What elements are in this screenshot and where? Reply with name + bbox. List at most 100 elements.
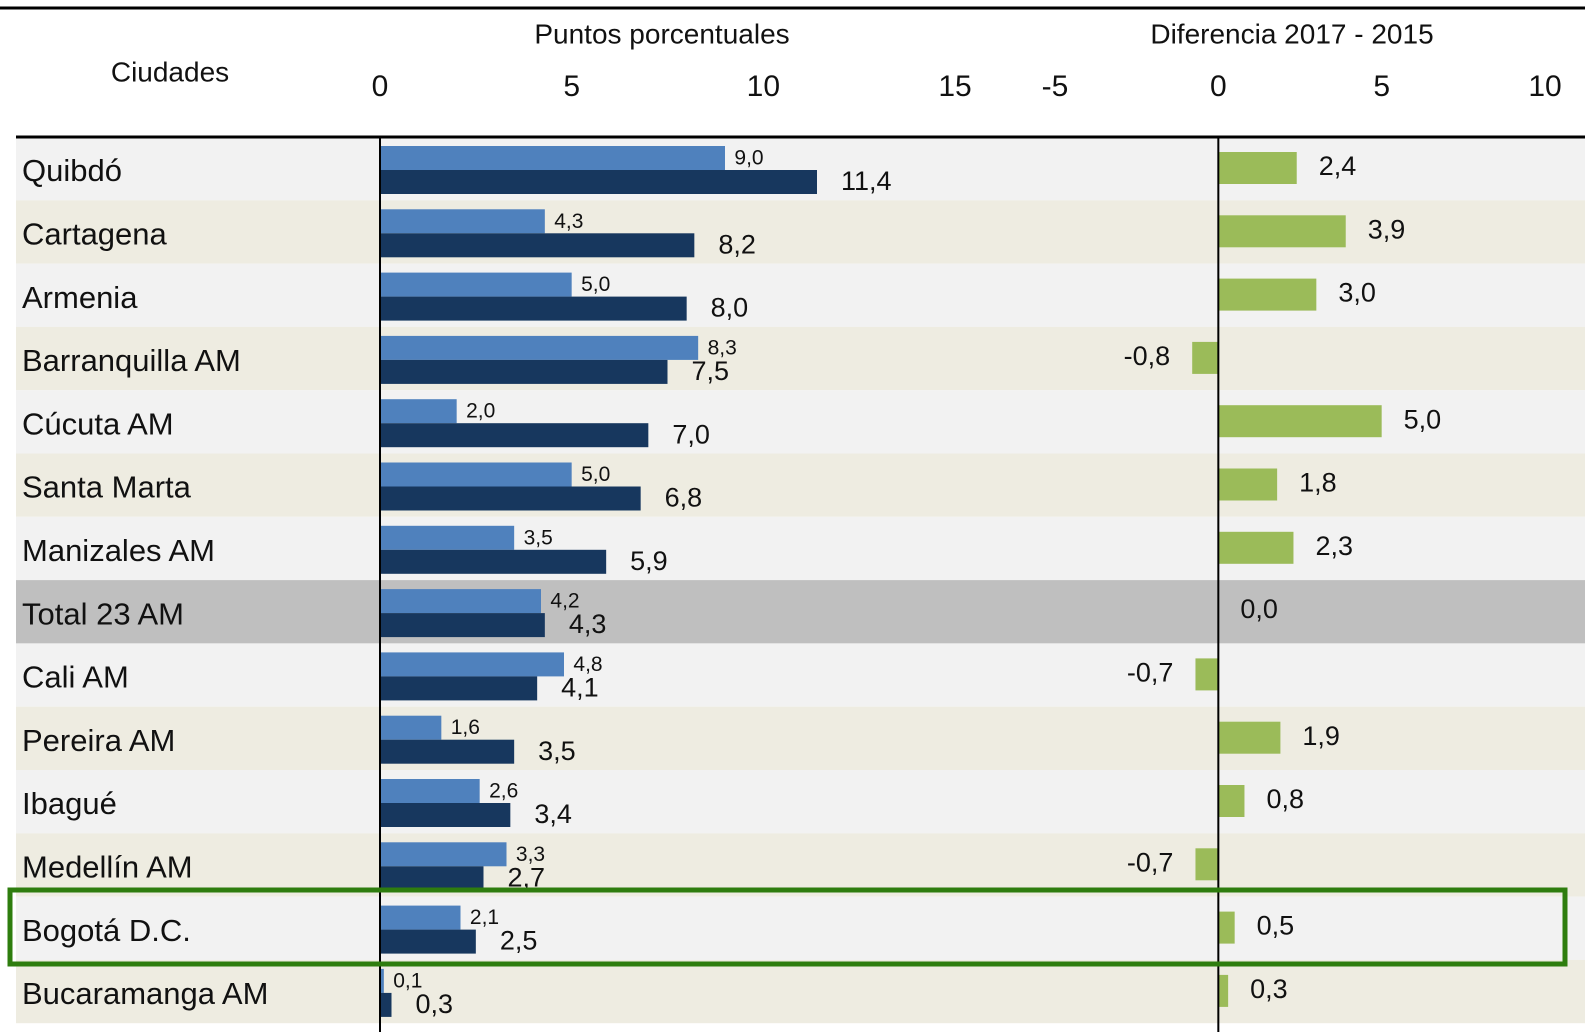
category-label: Ibagué <box>22 786 117 821</box>
data-label: 4,2 <box>550 590 579 613</box>
row-background <box>16 643 1585 707</box>
bar <box>1218 152 1297 184</box>
category-label: Cali AM <box>22 660 129 695</box>
category-label: Bucaramanga AM <box>22 976 268 1011</box>
bar <box>380 233 695 258</box>
data-label: 11,4 <box>841 166 892 196</box>
highlight-box <box>7 887 1568 967</box>
data-label: 1,8 <box>1299 468 1337 498</box>
row-background <box>16 200 1585 264</box>
category-label: Total 23 AM <box>22 596 184 631</box>
bar <box>380 462 572 487</box>
row-background <box>16 453 1585 517</box>
bar <box>380 842 507 867</box>
bar <box>1218 215 1346 248</box>
data-label: 2,6 <box>489 780 518 803</box>
bar <box>380 968 384 993</box>
bar <box>380 486 641 511</box>
x-tick-label: -5 <box>1042 70 1069 103</box>
bar <box>380 335 699 360</box>
data-label: 2,4 <box>1319 151 1357 181</box>
bar <box>380 905 461 930</box>
data-label: 3,4 <box>534 799 572 829</box>
data-label: 3,5 <box>538 736 576 766</box>
data-label: 2,1 <box>470 906 499 929</box>
data-label: 3,9 <box>1368 214 1406 244</box>
row-background <box>16 959 1585 1024</box>
bar <box>380 399 457 424</box>
data-label: 0,3 <box>416 989 454 1019</box>
data-label: 5,0 <box>1404 404 1442 434</box>
bar <box>380 715 442 740</box>
bar <box>1218 911 1235 944</box>
data-label: 4,3 <box>554 210 583 233</box>
row-background <box>16 516 1585 581</box>
data-label: 8,3 <box>708 336 737 359</box>
x-tick-label: 5 <box>1373 70 1390 103</box>
x-tick-label: 15 <box>938 70 971 103</box>
category-label: Pereira AM <box>22 723 175 758</box>
bar <box>380 739 515 764</box>
bar <box>380 146 725 170</box>
data-label: 0,0 <box>1240 594 1278 624</box>
data-label: 4,3 <box>569 609 607 639</box>
x-tick-label: 0 <box>372 70 389 103</box>
category-label: Barranquilla AM <box>22 343 241 378</box>
data-label: 3,5 <box>524 526 553 549</box>
bar <box>380 423 649 448</box>
bar <box>1195 658 1219 691</box>
data-label: 2,5 <box>500 926 538 956</box>
x-tick-label: 5 <box>563 70 580 103</box>
x-axis-label: Puntos porcentuales <box>534 18 789 49</box>
bar <box>380 170 817 194</box>
row-background <box>16 580 1585 644</box>
data-label: 0,8 <box>1266 784 1304 814</box>
data-label: 1,9 <box>1302 721 1340 751</box>
bar <box>380 866 484 891</box>
bar <box>380 929 476 954</box>
bar <box>380 272 572 297</box>
bar <box>1218 468 1278 501</box>
data-label: 0,1 <box>393 969 422 992</box>
x-tick-label: 10 <box>1528 70 1561 103</box>
row-background <box>16 770 1585 834</box>
data-label: 6,8 <box>665 483 703 513</box>
bar <box>380 613 545 638</box>
data-label: 0,5 <box>1257 911 1295 941</box>
x-axis-label: Diferencia 2017 - 2015 <box>1150 18 1433 49</box>
data-label: 8,2 <box>718 229 756 259</box>
category-label: Cartagena <box>22 216 168 251</box>
category-label: Manizales AM <box>22 533 215 568</box>
data-label: 2,3 <box>1315 531 1353 561</box>
bar <box>380 525 515 550</box>
bar <box>1218 405 1382 438</box>
bar <box>380 296 687 321</box>
data-label: 5,9 <box>630 546 668 576</box>
bar <box>380 549 607 574</box>
bar <box>1218 974 1229 1007</box>
category-label: Bogotá D.C. <box>22 913 191 948</box>
row-background <box>16 326 1585 391</box>
bar <box>380 779 480 803</box>
category-label: Santa Marta <box>22 470 192 505</box>
bar <box>380 803 511 827</box>
bar <box>380 652 564 677</box>
bar <box>1195 848 1219 881</box>
bar <box>380 589 541 614</box>
data-label: 3,3 <box>516 843 545 866</box>
data-label: -0,7 <box>1127 658 1174 688</box>
category-label: Medellín AM <box>22 849 193 884</box>
data-label: 4,8 <box>573 653 602 676</box>
data-label: 0,3 <box>1250 974 1288 1004</box>
bar <box>1218 785 1245 817</box>
bar <box>1192 341 1219 374</box>
y-axis-label: Ciudades <box>111 56 229 87</box>
bar <box>380 992 392 1017</box>
row-background <box>16 706 1585 770</box>
data-label: 3,0 <box>1338 278 1376 308</box>
row-background <box>16 263 1585 327</box>
row-backgrounds <box>16 137 1585 1024</box>
bar <box>1218 278 1317 311</box>
bar <box>380 676 538 701</box>
